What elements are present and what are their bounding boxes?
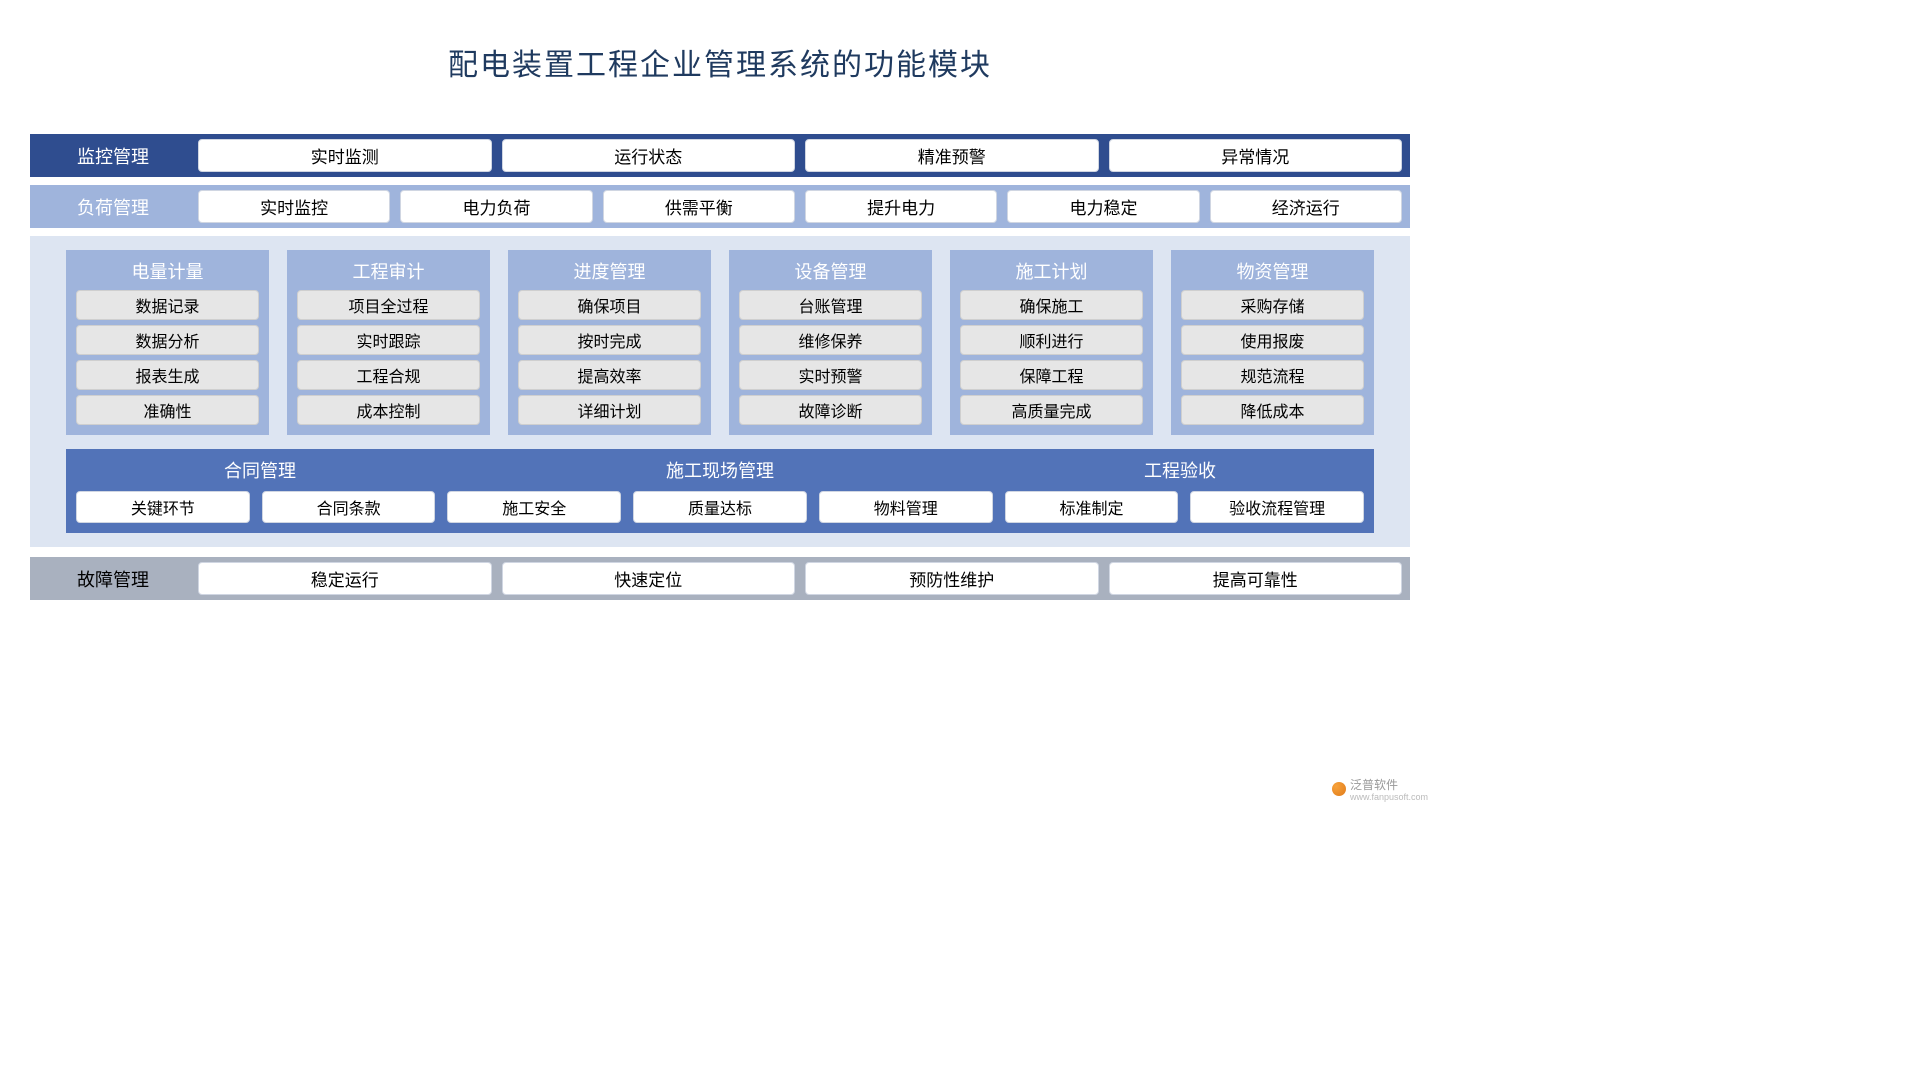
- row2-item: 供需平衡: [603, 190, 795, 223]
- card-header: 物资管理: [1181, 256, 1364, 290]
- watermark: 泛普软件 www.fanpusoft.com: [1332, 776, 1428, 802]
- card-item: 实时跟踪: [297, 325, 480, 355]
- card-item: 高质量完成: [960, 395, 1143, 425]
- bottom-item: 快速定位: [502, 562, 796, 595]
- row2-item: 电力稳定: [1007, 190, 1199, 223]
- card-item: 维修保养: [739, 325, 922, 355]
- card-item: 项目全过程: [297, 290, 480, 320]
- row-load-label: 负荷管理: [38, 192, 188, 222]
- globe-icon: [1332, 782, 1346, 796]
- card-5: 物资管理 采购存储 使用报废 规范流程 降低成本: [1171, 250, 1374, 435]
- main-container: 电量计量 数据记录 数据分析 报表生成 准确性 工程审计 项目全过程 实时跟踪 …: [30, 236, 1410, 547]
- card-item: 详细计划: [518, 395, 701, 425]
- row1-item: 运行状态: [502, 139, 796, 172]
- card-item: 台账管理: [739, 290, 922, 320]
- row-monitoring: 监控管理 实时监测 运行状态 精准预警 异常情况: [30, 134, 1410, 177]
- bottom-item: 提高可靠性: [1109, 562, 1403, 595]
- card-4: 施工计划 确保施工 顺利进行 保障工程 高质量完成: [950, 250, 1153, 435]
- card-item: 保障工程: [960, 360, 1143, 390]
- card-item: 顺利进行: [960, 325, 1143, 355]
- inner-head: 工程验收: [996, 455, 1364, 485]
- row-fault-label: 故障管理: [38, 564, 188, 594]
- card-header: 进度管理: [518, 256, 701, 290]
- inner-head: 施工现场管理: [444, 455, 996, 485]
- row2-item: 提升电力: [805, 190, 997, 223]
- inner-head: 合同管理: [76, 455, 444, 485]
- bottom-item: 稳定运行: [198, 562, 492, 595]
- card-item: 报表生成: [76, 360, 259, 390]
- inner-item: 合同条款: [262, 491, 436, 523]
- watermark-brand: 泛普软件: [1350, 778, 1398, 792]
- card-2: 进度管理 确保项目 按时完成 提高效率 详细计划: [508, 250, 711, 435]
- inner-pill-row: 关键环节 合同条款 施工安全 质量达标 物料管理 标准制定 验收流程管理: [76, 491, 1364, 523]
- row2-item: 电力负荷: [400, 190, 592, 223]
- card-item: 确保项目: [518, 290, 701, 320]
- inner-item: 验收流程管理: [1190, 491, 1364, 523]
- card-header: 电量计量: [76, 256, 259, 290]
- card-item: 实时预警: [739, 360, 922, 390]
- card-header: 工程审计: [297, 256, 480, 290]
- card-item: 采购存储: [1181, 290, 1364, 320]
- row-fault: 故障管理 稳定运行 快速定位 预防性维护 提高可靠性: [30, 557, 1410, 600]
- card-header: 施工计划: [960, 256, 1143, 290]
- row-monitoring-label: 监控管理: [38, 141, 188, 171]
- card-0: 电量计量 数据记录 数据分析 报表生成 准确性: [66, 250, 269, 435]
- card-1: 工程审计 项目全过程 实时跟踪 工程合规 成本控制: [287, 250, 490, 435]
- inner-item: 施工安全: [447, 491, 621, 523]
- inner-item: 质量达标: [633, 491, 807, 523]
- row-load: 负荷管理 实时监控 电力负荷 供需平衡 提升电力 电力稳定 经济运行: [30, 185, 1410, 228]
- card-item: 故障诊断: [739, 395, 922, 425]
- card-item: 确保施工: [960, 290, 1143, 320]
- page-title: 配电装置工程企业管理系统的功能模块: [30, 40, 1410, 84]
- row2-item: 实时监控: [198, 190, 390, 223]
- row1-item: 异常情况: [1109, 139, 1403, 172]
- card-item: 降低成本: [1181, 395, 1364, 425]
- card-3: 设备管理 台账管理 维修保养 实时预警 故障诊断: [729, 250, 932, 435]
- inner-item: 标准制定: [1005, 491, 1179, 523]
- card-item: 成本控制: [297, 395, 480, 425]
- inner-item: 关键环节: [76, 491, 250, 523]
- row1-item: 实时监测: [198, 139, 492, 172]
- card-item: 准确性: [76, 395, 259, 425]
- card-item: 提高效率: [518, 360, 701, 390]
- card-item: 数据分析: [76, 325, 259, 355]
- watermark-url: www.fanpusoft.com: [1350, 793, 1428, 802]
- card-item: 数据记录: [76, 290, 259, 320]
- card-item: 使用报废: [1181, 325, 1364, 355]
- card-row: 电量计量 数据记录 数据分析 报表生成 准确性 工程审计 项目全过程 实时跟踪 …: [66, 250, 1374, 435]
- row1-item: 精准预警: [805, 139, 1099, 172]
- card-item: 规范流程: [1181, 360, 1364, 390]
- card-header: 设备管理: [739, 256, 922, 290]
- row2-item: 经济运行: [1210, 190, 1402, 223]
- card-item: 按时完成: [518, 325, 701, 355]
- inner-groups: 合同管理 施工现场管理 工程验收 关键环节 合同条款 施工安全 质量达标 物料管…: [66, 449, 1374, 533]
- card-item: 工程合规: [297, 360, 480, 390]
- inner-item: 物料管理: [819, 491, 993, 523]
- inner-head-row: 合同管理 施工现场管理 工程验收: [76, 455, 1364, 485]
- bottom-item: 预防性维护: [805, 562, 1099, 595]
